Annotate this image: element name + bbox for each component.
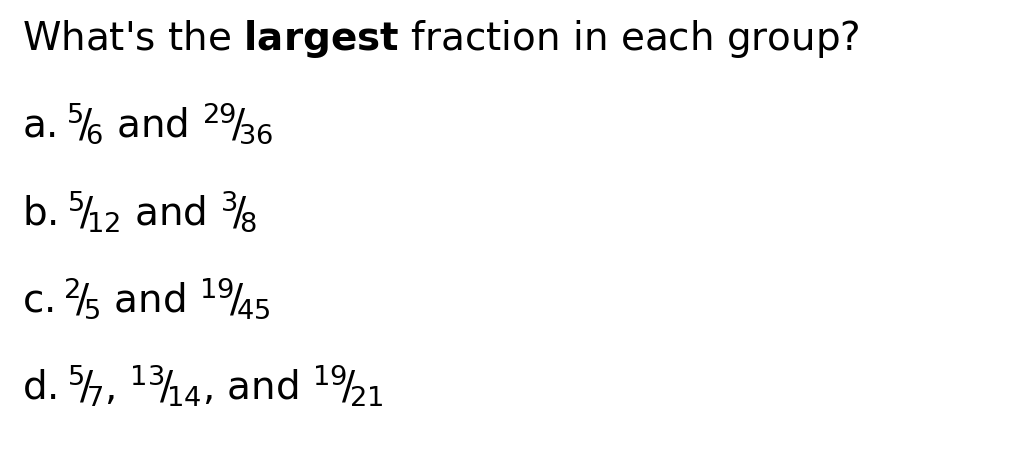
Text: c. $^2\!/\!_5$ and $^{19}\!/\!_{45}$: c. $^2\!/\!_5$ and $^{19}\!/\!_{45}$ xyxy=(22,276,271,322)
Text: a. $^5\!/\!_6$ and $^{29}\!/\!_{36}$: a. $^5\!/\!_6$ and $^{29}\!/\!_{36}$ xyxy=(22,101,273,146)
Text: b. $^5\!/\!_{12}$ and $^3\!/\!_8$: b. $^5\!/\!_{12}$ and $^3\!/\!_8$ xyxy=(22,189,257,234)
Text: d. $^5\!/\!_7$, $^{13}\!/\!_{14}$, and $^{19}\!/\!_{21}$: d. $^5\!/\!_7$, $^{13}\!/\!_{14}$, and $… xyxy=(22,362,383,408)
Text: What's the $\bf{largest}$ fraction in each group?: What's the $\bf{largest}$ fraction in ea… xyxy=(22,18,859,60)
